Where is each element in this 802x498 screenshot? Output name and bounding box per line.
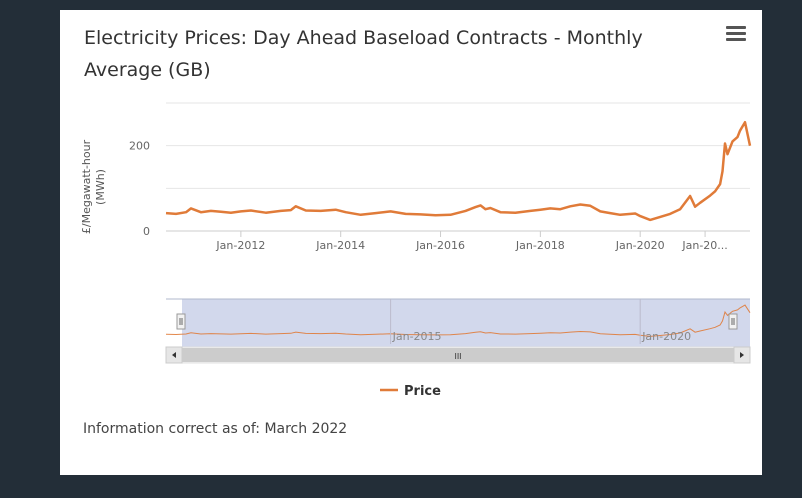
info-correct-as-of: Information correct as of: March 2022: [83, 421, 348, 437]
scrollbar-thumb[interactable]: [182, 348, 734, 362]
x-tick-label-3: Jan-2018: [515, 239, 565, 252]
hamburger-menu-icon[interactable]: [726, 26, 746, 42]
series-layer: [165, 120, 752, 222]
navigator-tick-label-1: Jan-2020: [641, 330, 691, 343]
chart-title-line-2: Average (GB): [84, 59, 211, 81]
chart-card: Electricity Prices: Day Ahead Baseload C…: [60, 10, 762, 475]
navigator-series-price-line: [165, 304, 751, 337]
navigator: Jan-2015 Jan-2020 III: [165, 298, 751, 364]
navigator-handle-right[interactable]: [728, 313, 738, 330]
legend-item-price[interactable]: Price: [380, 384, 441, 399]
scrollbar-right-arrow-button[interactable]: [733, 346, 751, 364]
x-tick-label-1: Jan-2014: [315, 239, 365, 252]
y-axis-title-line-1: £/Megawatt-hour: [80, 139, 93, 234]
y-tick-label-1: 200: [129, 140, 150, 153]
chart-title: Electricity Prices: Day Ahead Baseload C…: [84, 22, 684, 86]
x-tick-label-5: Jan-20...: [681, 239, 727, 252]
x-tick-label-4: Jan-2020: [615, 239, 665, 252]
x-tick-label-0: Jan-2012: [215, 239, 265, 252]
tick-layer: 0 200 Jan-2012 Jan-2014 Jan-2016 Jan-2018 Jan-…: [129, 140, 750, 252]
y-tick-label-0: 0: [143, 225, 150, 238]
y-axis-title: £/Megawatt-hour (MWh): [80, 139, 107, 234]
series-price-line[interactable]: [165, 120, 752, 222]
navigator-handle-left[interactable]: [176, 313, 186, 330]
chart-title-line-1: Electricity Prices: Day Ahead Baseload C…: [84, 27, 643, 49]
scrollbar-left-arrow-button[interactable]: [165, 346, 183, 364]
chevron-right-icon: [740, 352, 744, 358]
chart-canvas: £/Megawatt-hour (MWh) 0 200 Jan-2012 Jan-20…: [80, 102, 752, 399]
chevron-left-icon: [172, 352, 176, 358]
navigator-tick-label-0: Jan-2015: [392, 330, 442, 343]
navigator-mask[interactable]: [182, 299, 750, 349]
x-tick-label-2: Jan-2016: [415, 239, 465, 252]
scrollbar-grip-icon: III: [454, 352, 461, 361]
y-axis-title-line-2: (MWh): [94, 169, 107, 205]
legend-price-label: Price: [404, 384, 441, 399]
navigator-series-layer: [165, 304, 751, 337]
navigator-tick-layer: Jan-2015 Jan-2020: [390, 299, 691, 344]
